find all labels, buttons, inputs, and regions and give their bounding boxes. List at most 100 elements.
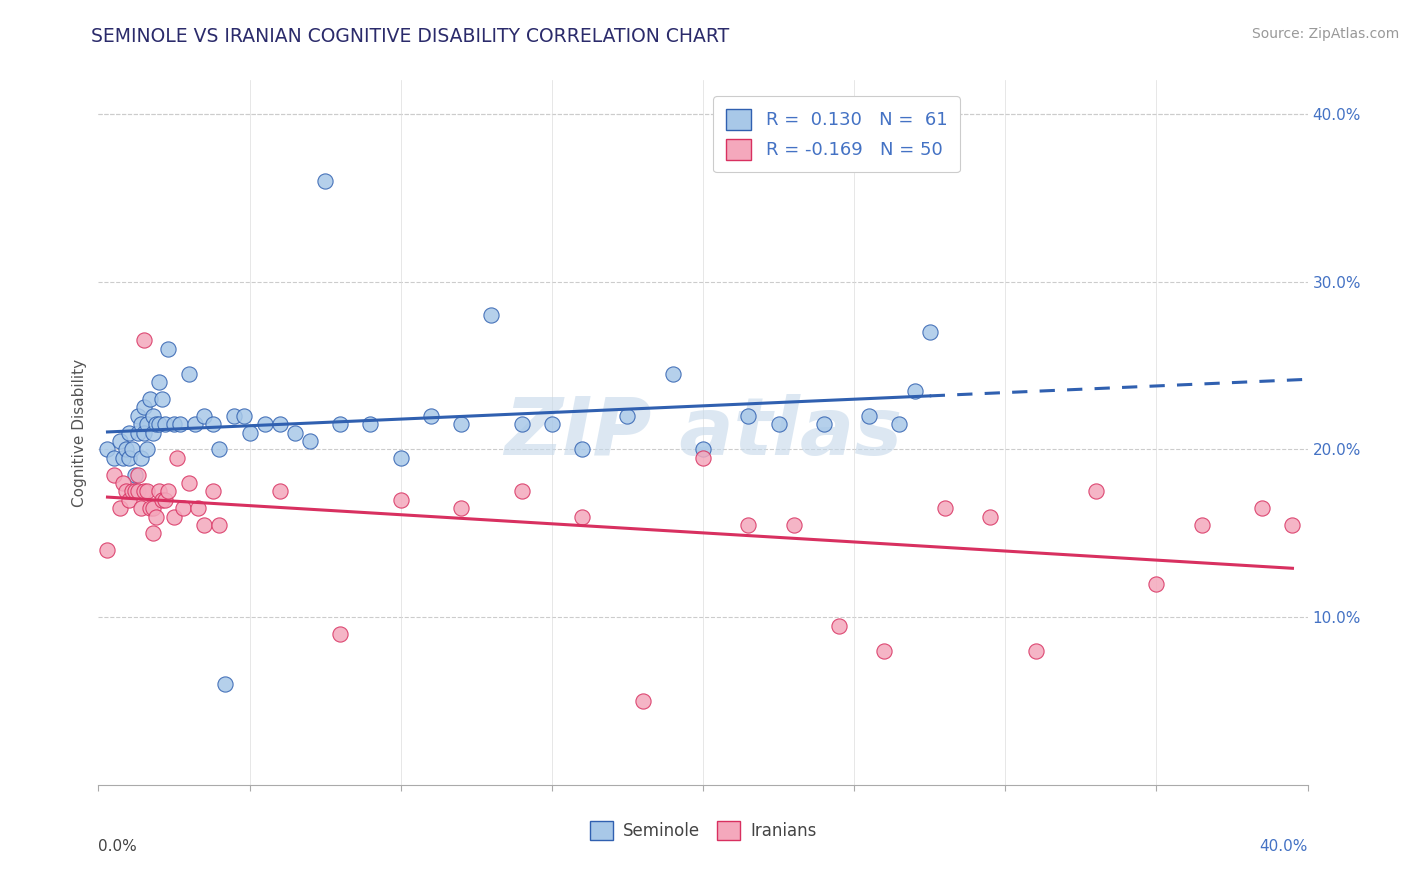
Text: SEMINOLE VS IRANIAN COGNITIVE DISABILITY CORRELATION CHART: SEMINOLE VS IRANIAN COGNITIVE DISABILITY… bbox=[91, 27, 730, 45]
Point bbox=[208, 517, 231, 532]
Point bbox=[187, 501, 209, 516]
Point bbox=[571, 509, 593, 524]
Point bbox=[118, 450, 141, 465]
Point bbox=[389, 450, 412, 465]
Point bbox=[118, 425, 141, 440]
Point bbox=[153, 417, 176, 432]
Point bbox=[1191, 517, 1213, 532]
Point bbox=[269, 417, 291, 432]
Point bbox=[156, 342, 179, 356]
Point bbox=[661, 367, 683, 381]
Point bbox=[737, 409, 759, 423]
Point bbox=[108, 501, 131, 516]
Point bbox=[224, 409, 246, 423]
Point bbox=[214, 677, 236, 691]
Point bbox=[156, 484, 179, 499]
Point bbox=[768, 417, 790, 432]
Point bbox=[124, 484, 146, 499]
Point bbox=[129, 501, 152, 516]
Point bbox=[148, 376, 170, 390]
Point bbox=[145, 417, 167, 432]
Point bbox=[813, 417, 835, 432]
Point bbox=[139, 392, 162, 406]
Point bbox=[481, 308, 503, 322]
Point bbox=[269, 484, 291, 499]
Point bbox=[450, 417, 472, 432]
Point bbox=[142, 425, 165, 440]
Point bbox=[253, 417, 276, 432]
Point bbox=[692, 442, 714, 457]
Point bbox=[184, 417, 207, 432]
Point bbox=[163, 417, 186, 432]
Point bbox=[828, 618, 851, 632]
Point bbox=[135, 442, 157, 457]
Point bbox=[232, 409, 254, 423]
Point bbox=[329, 627, 352, 641]
Point bbox=[142, 526, 165, 541]
Point bbox=[172, 501, 194, 516]
Point bbox=[127, 409, 149, 423]
Point bbox=[108, 434, 131, 448]
Point bbox=[616, 409, 638, 423]
Point bbox=[121, 442, 143, 457]
Point bbox=[202, 417, 225, 432]
Point bbox=[239, 425, 262, 440]
Point bbox=[284, 425, 307, 440]
Point bbox=[193, 409, 215, 423]
Point bbox=[1281, 517, 1303, 532]
Point bbox=[934, 501, 956, 516]
Point bbox=[314, 174, 336, 188]
Point bbox=[139, 501, 162, 516]
Point bbox=[127, 467, 149, 482]
Point bbox=[127, 425, 149, 440]
Point bbox=[889, 417, 911, 432]
Point bbox=[202, 484, 225, 499]
Point bbox=[858, 409, 880, 423]
Point bbox=[124, 467, 146, 482]
Point bbox=[145, 509, 167, 524]
Point bbox=[111, 475, 134, 490]
Point bbox=[132, 334, 155, 348]
Point bbox=[148, 484, 170, 499]
Point bbox=[163, 509, 186, 524]
Point bbox=[103, 467, 125, 482]
Point bbox=[153, 492, 176, 507]
Point bbox=[148, 417, 170, 432]
Point bbox=[193, 517, 215, 532]
Point bbox=[121, 484, 143, 499]
Point bbox=[873, 644, 896, 658]
Text: Source: ZipAtlas.com: Source: ZipAtlas.com bbox=[1251, 27, 1399, 41]
Point bbox=[450, 501, 472, 516]
Point bbox=[96, 442, 118, 457]
Point bbox=[96, 543, 118, 558]
Point bbox=[103, 450, 125, 465]
Point bbox=[132, 425, 155, 440]
Point bbox=[299, 434, 322, 448]
Point bbox=[692, 450, 714, 465]
Point bbox=[571, 442, 593, 457]
Point bbox=[360, 417, 382, 432]
Point bbox=[510, 417, 533, 432]
Point bbox=[540, 417, 562, 432]
Point bbox=[132, 484, 155, 499]
Point bbox=[135, 417, 157, 432]
Point bbox=[114, 484, 136, 499]
Point bbox=[783, 517, 806, 532]
Point bbox=[918, 325, 941, 339]
Point bbox=[208, 442, 231, 457]
Point bbox=[142, 409, 165, 423]
Point bbox=[142, 501, 165, 516]
Point bbox=[904, 384, 927, 398]
Point bbox=[114, 442, 136, 457]
Point bbox=[127, 484, 149, 499]
Point bbox=[169, 417, 191, 432]
Point bbox=[389, 492, 412, 507]
Text: 40.0%: 40.0% bbox=[1260, 838, 1308, 854]
Point bbox=[1024, 644, 1046, 658]
Point bbox=[150, 492, 173, 507]
Point bbox=[420, 409, 443, 423]
Point bbox=[166, 450, 188, 465]
Point bbox=[737, 517, 759, 532]
Point bbox=[1251, 501, 1274, 516]
Point bbox=[510, 484, 533, 499]
